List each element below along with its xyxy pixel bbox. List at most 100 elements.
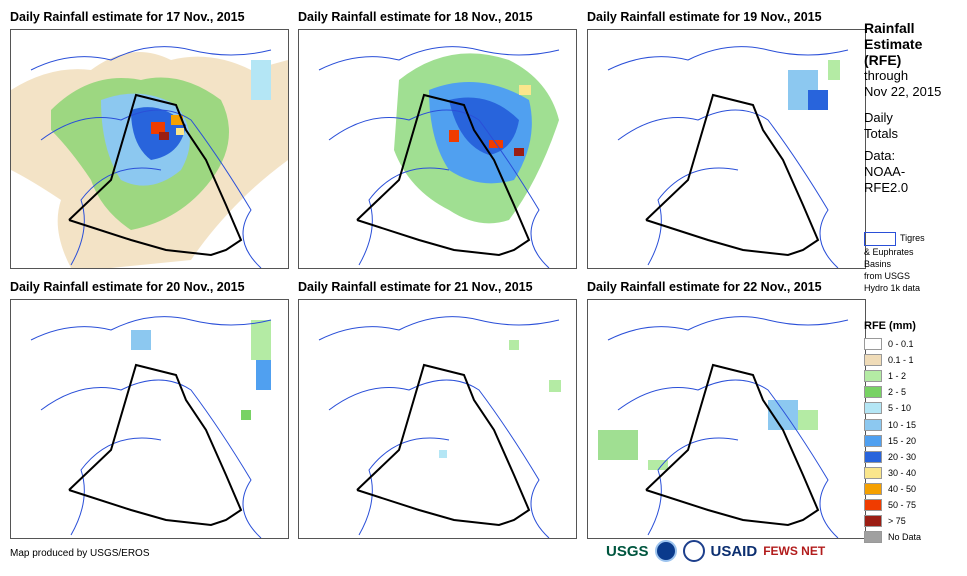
legend-item: 0.1 - 1 <box>864 352 921 368</box>
panel-title-6: Daily Rainfall estimate for 22 Nov., 201… <box>587 280 822 294</box>
basin-outline <box>607 316 849 538</box>
basin-label-line-4: from USGS <box>864 271 911 281</box>
map-panel-20-nov <box>10 299 289 539</box>
legend-item: 10 - 15 <box>864 416 921 432</box>
legend-swatch <box>864 434 882 447</box>
legend-item: 15 - 20 <box>864 433 921 449</box>
legend-item: 1 - 2 <box>864 368 921 384</box>
legend-item: No Data <box>864 529 921 545</box>
map-svg <box>598 316 849 538</box>
panel-title-5: Daily Rainfall estimate for 21 Nov., 201… <box>298 280 533 294</box>
sidebar-daily-line-2: Totals <box>864 126 898 141</box>
legend-swatch <box>864 515 882 528</box>
legend-item: 2 - 5 <box>864 384 921 400</box>
basin-outline <box>318 316 560 538</box>
legend-swatch <box>864 354 882 367</box>
basin-label-line-3: Basins <box>864 259 892 269</box>
map-svg <box>318 316 561 538</box>
map-svg <box>30 316 272 538</box>
panel-title-2: Daily Rainfall estimate for 18 Nov., 201… <box>298 10 533 24</box>
sidebar-daily-line-1: Daily <box>864 110 893 125</box>
map-panel-18-nov <box>298 29 577 269</box>
legend-label: 0 - 0.1 <box>888 339 914 350</box>
legend-swatch <box>864 450 882 463</box>
sidebar: Rainfall Estimate (RFE) through Nov 22, … <box>864 20 964 196</box>
sidebar-data-line-2: NOAA- <box>864 164 906 179</box>
iraq-border <box>356 363 531 527</box>
map-panel-19-nov <box>587 29 866 269</box>
legend-label: No Data <box>888 532 922 543</box>
noaa-logo <box>654 540 677 562</box>
legend-item: 5 - 10 <box>864 400 921 416</box>
panel-title-3: Daily Rainfall estimate for 19 Nov., 201… <box>587 10 822 24</box>
sidebar-title-line-1: Rainfall <box>864 20 915 36</box>
legend-swatch <box>864 402 882 415</box>
legend-swatch <box>864 531 882 544</box>
rainfall-layer <box>598 400 818 470</box>
map-svg <box>11 46 288 268</box>
legend-label: 5 - 10 <box>888 403 912 414</box>
map-panel-21-nov <box>298 299 577 539</box>
sidebar-title-line-2: Estimate <box>864 36 923 52</box>
legend-label: 30 - 40 <box>888 467 917 478</box>
rainfall-layer <box>788 60 840 110</box>
legend-swatch <box>864 370 882 383</box>
legend-item: 0 - 0.1 <box>864 336 921 352</box>
legend-label: 1 - 2 <box>888 371 907 382</box>
basin-outline <box>30 316 272 538</box>
legend-label: > 75 <box>888 516 906 527</box>
legend-swatch <box>864 418 882 431</box>
basin-label-line-1: Tigres <box>900 233 925 243</box>
map-panel-17-nov <box>10 29 289 269</box>
iraq-border <box>645 363 820 527</box>
sidebar-data-line-3: RFE2.0 <box>864 180 909 195</box>
legend: RFE (mm) 0 - 0.1 0.1 - 1 1 - 2 2 - 5 5 - 10 1… <box>864 320 921 545</box>
panel-title-4: Daily Rainfall estimate for 20 Nov., 201… <box>10 280 245 294</box>
legend-label: 50 - 75 <box>888 499 917 510</box>
rainfall-layer <box>439 340 561 458</box>
sidebar-through-line-1: through <box>864 68 909 83</box>
iraq-border <box>645 93 820 257</box>
legend-label: 10 - 15 <box>888 419 917 430</box>
legend-label: 20 - 30 <box>888 451 917 462</box>
basin-swatch <box>864 232 896 246</box>
map-svg <box>607 46 849 268</box>
basin-label-line-2: & Euphrates <box>864 247 914 257</box>
map-svg <box>318 46 560 268</box>
legend-item: 30 - 40 <box>864 465 921 481</box>
rainfall-layer <box>394 53 559 224</box>
footer-credit: Map produced by USGS/EROS <box>10 548 150 559</box>
basin-label: Tigres & Euphrates Basins from USGS Hydr… <box>864 232 925 294</box>
sidebar-through-line-2: Nov 22, 2015 <box>864 84 942 99</box>
usgs-logo: USGS <box>606 542 649 560</box>
legend-label: 40 - 50 <box>888 483 917 494</box>
fewsnet-logo: FEWS NET <box>763 544 826 558</box>
basin-outline <box>30 46 272 268</box>
legend-label: 15 - 20 <box>888 435 917 446</box>
logos: USGS USAID FEWS NET <box>606 540 825 562</box>
iraq-border <box>356 93 531 257</box>
basin-label-line-5: Hydro 1k data <box>864 283 921 293</box>
legend-swatch <box>864 386 882 399</box>
basin-outline <box>607 46 849 268</box>
map-panel-22-nov <box>587 299 866 539</box>
legend-swatch <box>864 466 882 479</box>
legend-item: 20 - 30 <box>864 449 921 465</box>
sidebar-title-line-3: (RFE) <box>864 52 902 68</box>
iraq-border <box>68 363 243 527</box>
legend-item: > 75 <box>864 513 921 529</box>
legend-title: RFE (mm) <box>864 320 916 332</box>
basin-outline <box>318 46 560 268</box>
legend-label: 2 - 5 <box>888 387 907 398</box>
panel-title-1: Daily Rainfall estimate for 17 Nov., 201… <box>10 10 245 24</box>
legend-item: 40 - 50 <box>864 481 921 497</box>
legend-label: 0.1 - 1 <box>888 355 914 366</box>
legend-swatch <box>864 498 882 511</box>
iraq-border <box>68 93 243 257</box>
legend-item: 50 - 75 <box>864 497 921 513</box>
dhs-seal <box>682 540 705 562</box>
legend-swatch <box>864 482 882 495</box>
rainfall-layer <box>11 52 288 268</box>
sidebar-data-line-1: Data: <box>864 148 896 163</box>
rainfall-layer <box>131 320 271 420</box>
